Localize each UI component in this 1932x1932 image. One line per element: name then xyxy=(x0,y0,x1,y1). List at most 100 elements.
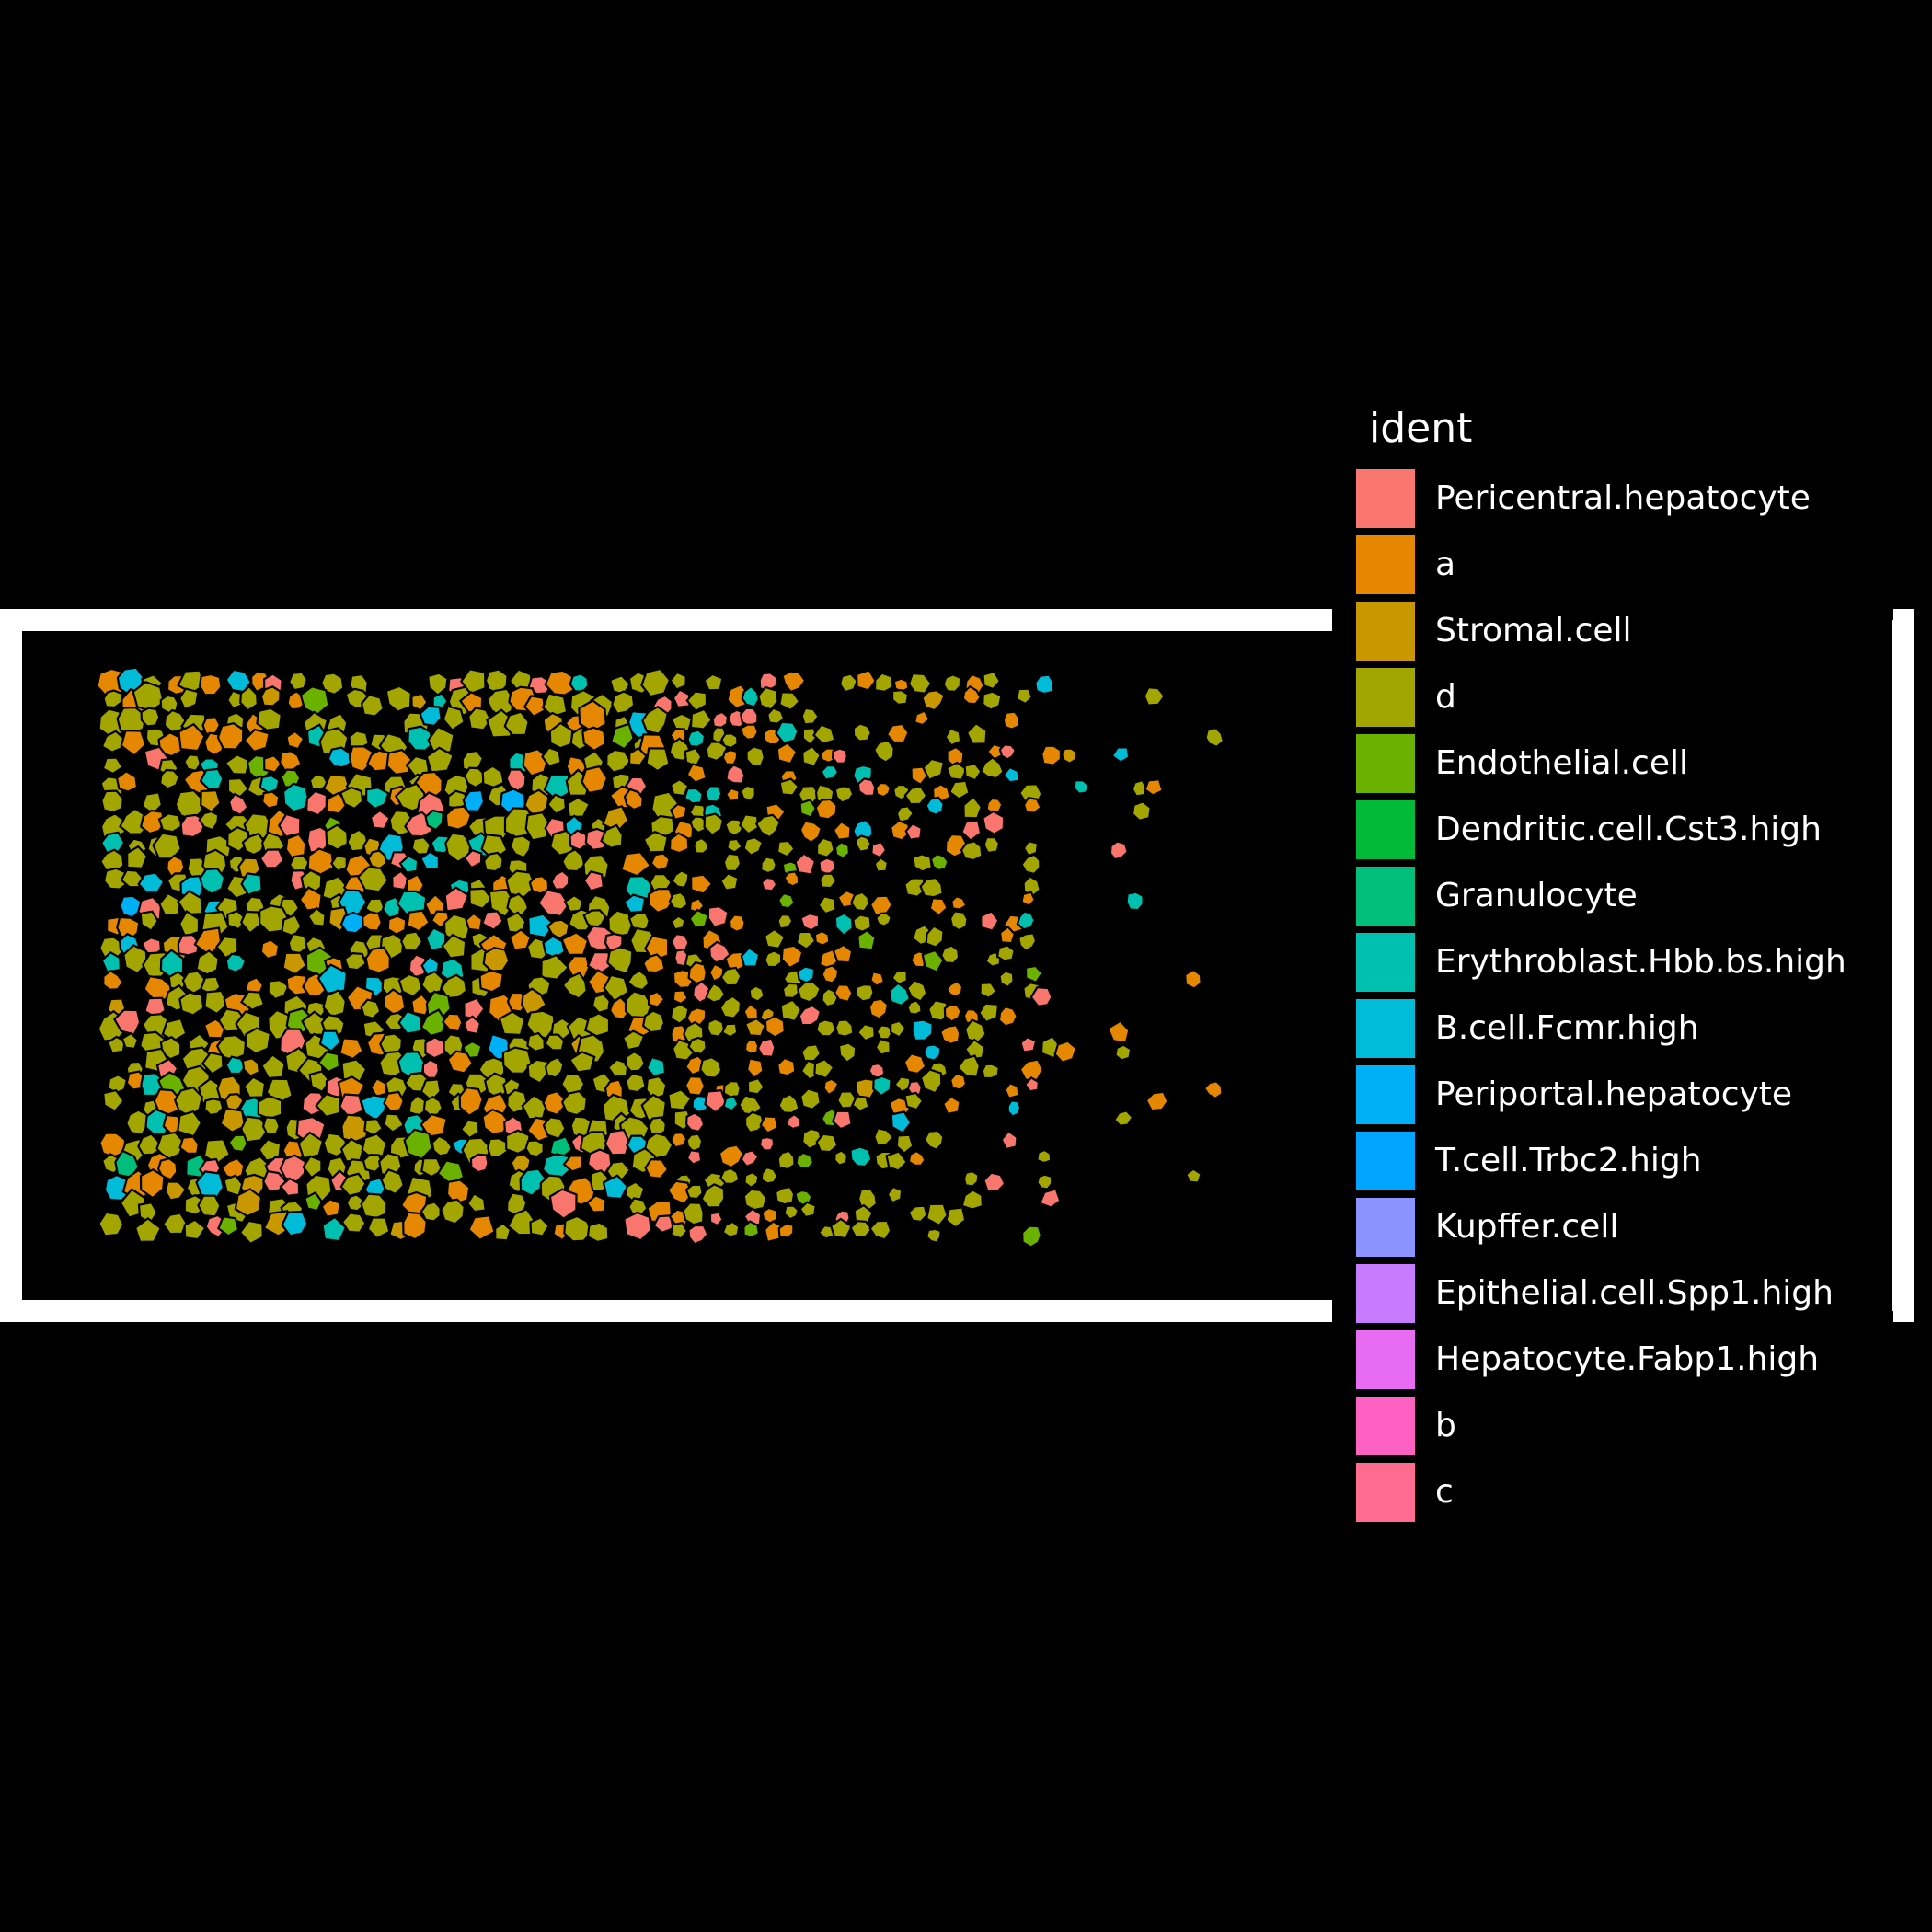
legend-label: Periportal.hepatocyte xyxy=(1435,1075,1793,1113)
cell-polygon xyxy=(704,785,723,803)
cell-polygon xyxy=(494,1222,512,1242)
cell-polygon xyxy=(888,982,912,1007)
cell-polygon xyxy=(852,722,873,742)
cell-polygon xyxy=(407,725,435,752)
cell-polygon xyxy=(922,1043,942,1062)
cell-polygon xyxy=(962,1169,980,1188)
cell-polygon xyxy=(783,870,800,888)
cell-polygon xyxy=(526,1031,546,1053)
cell-polygon xyxy=(362,1154,385,1174)
cell-polygon xyxy=(107,1074,129,1095)
cell-polygon xyxy=(282,782,310,813)
cell-polygon xyxy=(582,869,605,892)
cell-polygon xyxy=(720,732,739,750)
cell-polygon xyxy=(259,685,282,707)
cell-polygon xyxy=(541,1153,572,1179)
cell-polygon xyxy=(831,747,849,765)
cell-polygon xyxy=(766,707,786,725)
cell-polygon xyxy=(1073,779,1090,795)
cell-polygon xyxy=(609,722,635,751)
cell-polygon xyxy=(779,998,803,1023)
cell-polygon xyxy=(422,1096,443,1117)
cell-polygon xyxy=(942,673,962,693)
cell-polygon xyxy=(203,989,229,1016)
cell-polygon xyxy=(1106,1019,1131,1044)
cell-polygon xyxy=(607,909,634,937)
cell-polygon xyxy=(962,795,983,820)
cell-polygon xyxy=(703,812,725,837)
cell-polygon xyxy=(369,809,392,831)
cell-polygon xyxy=(870,841,888,859)
cell-polygon xyxy=(320,1198,342,1218)
cell-polygon xyxy=(689,707,714,730)
cell-polygon xyxy=(442,1012,464,1033)
cell-polygon xyxy=(852,914,872,933)
cell-polygon xyxy=(498,1010,526,1037)
cell-polygon xyxy=(115,769,139,793)
cell-polygon xyxy=(625,1072,647,1094)
cell-polygon xyxy=(121,1031,140,1050)
cell-polygon xyxy=(431,1134,454,1157)
cell-polygon xyxy=(645,747,671,773)
legend-item: d xyxy=(1356,666,1908,732)
legend-item: Periportal.hepatocyte xyxy=(1356,1064,1908,1130)
cell-polygon xyxy=(306,906,327,927)
cell-polygon xyxy=(569,673,590,693)
cell-polygon xyxy=(339,911,365,935)
cell-polygon xyxy=(640,667,672,698)
cell-polygon xyxy=(776,742,799,765)
legend-swatch xyxy=(1356,668,1415,727)
cell-polygon xyxy=(102,689,123,709)
legend-label: Granulocyte xyxy=(1435,877,1638,914)
cell-polygon xyxy=(279,1154,307,1184)
cell-polygon xyxy=(529,1216,551,1237)
cell-polygon xyxy=(285,973,310,996)
cell-polygon xyxy=(838,673,858,694)
cell-polygon xyxy=(687,1036,707,1056)
cell-polygon xyxy=(721,749,739,766)
legend-label: Pericentral.hepatocyte xyxy=(1435,479,1811,517)
cell-polygon xyxy=(849,1145,873,1168)
cell-polygon xyxy=(308,773,330,791)
cell-polygon xyxy=(278,812,302,838)
panel-border xyxy=(0,609,1914,1322)
cell-polygon xyxy=(183,753,202,773)
cell-polygon xyxy=(776,1056,797,1077)
cell-polygon xyxy=(778,691,801,712)
cell-polygon xyxy=(1204,726,1225,748)
cell-polygon xyxy=(243,728,270,753)
cell-polygon xyxy=(410,835,432,856)
cell-polygon xyxy=(544,1033,566,1052)
cell-polygon xyxy=(579,1131,609,1156)
cell-polygon xyxy=(569,829,589,852)
cell-polygon xyxy=(424,1036,446,1060)
cell-polygon xyxy=(478,969,504,994)
cell-polygon xyxy=(381,895,402,919)
cell-polygon xyxy=(1144,778,1165,797)
cell-polygon xyxy=(1061,747,1078,765)
cell-polygon xyxy=(603,973,630,1003)
legend-label: Endothelial.cell xyxy=(1435,744,1688,782)
legend-title: ident xyxy=(1369,405,1473,452)
cell-polygon xyxy=(139,1168,166,1200)
cell-polygon xyxy=(339,786,364,811)
cell-polygon xyxy=(774,1186,796,1206)
legend-swatch xyxy=(1356,469,1415,528)
cell-polygon xyxy=(1114,1043,1133,1062)
cell-polygon xyxy=(199,867,226,895)
cell-polygon xyxy=(298,886,323,912)
cell-polygon xyxy=(482,851,504,873)
cell-polygon xyxy=(961,684,983,706)
cell-polygon xyxy=(1143,685,1167,707)
cell-polygon xyxy=(742,1003,760,1021)
cell-polygon xyxy=(949,910,969,932)
cell-polygon xyxy=(685,690,708,713)
cell-polygon xyxy=(406,909,431,933)
cell-polygon xyxy=(648,1116,667,1137)
cell-polygon xyxy=(685,763,708,784)
cell-polygon xyxy=(707,904,730,928)
cell-polygon xyxy=(906,1079,924,1097)
cell-polygon xyxy=(672,688,691,709)
cell-polygon xyxy=(1015,687,1034,706)
cell-polygon xyxy=(600,823,624,849)
